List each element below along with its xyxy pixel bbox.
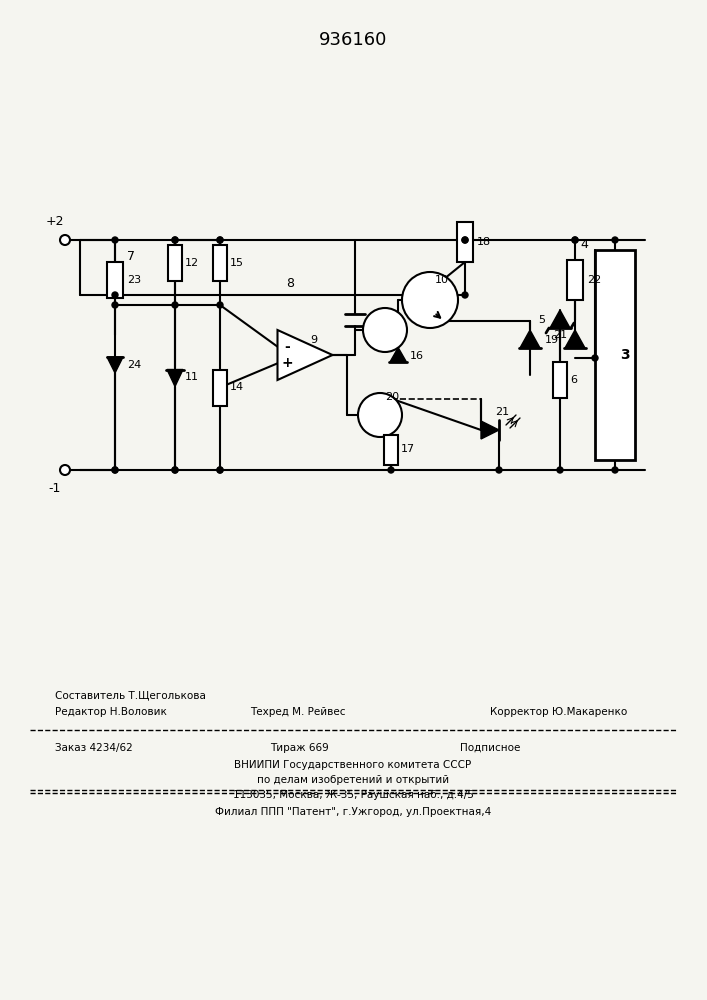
Circle shape — [172, 237, 178, 243]
Circle shape — [172, 467, 178, 473]
Polygon shape — [278, 330, 332, 380]
Polygon shape — [481, 421, 499, 439]
Text: по делам изобретений и открытий: по делам изобретений и открытий — [257, 775, 449, 785]
Text: Тираж 669: Тираж 669 — [270, 743, 329, 753]
Text: 20: 20 — [385, 392, 399, 402]
Circle shape — [217, 237, 223, 243]
Text: Корректор Ю.Макаренко: Корректор Ю.Макаренко — [490, 707, 627, 717]
Circle shape — [217, 237, 223, 243]
Text: 6: 6 — [570, 375, 577, 385]
Text: Филиал ППП "Патент", г.Ужгород, ул.Проектная,4: Филиал ППП "Патент", г.Ужгород, ул.Проек… — [215, 807, 491, 817]
Circle shape — [388, 467, 394, 473]
Bar — [553, 362, 567, 398]
Bar — [567, 260, 583, 300]
Circle shape — [612, 467, 618, 473]
Circle shape — [612, 237, 618, 243]
Text: 4: 4 — [580, 238, 588, 251]
Text: 19: 19 — [545, 335, 559, 345]
Bar — [168, 244, 182, 280]
Text: 15: 15 — [230, 257, 244, 267]
Text: 22: 22 — [587, 275, 601, 285]
Text: 21: 21 — [495, 407, 509, 417]
Circle shape — [60, 235, 70, 245]
Text: 5: 5 — [538, 315, 545, 325]
Text: 13: 13 — [367, 315, 381, 325]
Circle shape — [462, 237, 468, 243]
Circle shape — [112, 467, 118, 473]
Text: Подписное: Подписное — [460, 743, 520, 753]
Bar — [213, 369, 227, 406]
Circle shape — [112, 237, 118, 243]
Circle shape — [572, 237, 578, 243]
Circle shape — [496, 467, 502, 473]
Text: ВНИИПИ Государственного комитета СССР: ВНИИПИ Государственного комитета СССР — [235, 760, 472, 770]
Text: 3: 3 — [620, 348, 630, 362]
Text: Заказ 4234/62: Заказ 4234/62 — [55, 743, 133, 753]
Bar — [107, 262, 123, 298]
Text: Редактор Н.Воловик: Редактор Н.Воловик — [55, 707, 167, 717]
Circle shape — [112, 467, 118, 473]
Circle shape — [172, 237, 178, 243]
Text: Составитель Т.Щеголькова: Составитель Т.Щеголькова — [55, 690, 206, 700]
Text: 24: 24 — [127, 360, 141, 370]
Text: 113035, Москва, Ж-35, Раушская наб., д.4/5: 113035, Москва, Ж-35, Раушская наб., д.4… — [233, 790, 474, 800]
Text: -: - — [285, 340, 291, 354]
Text: +2: +2 — [46, 215, 64, 228]
Polygon shape — [520, 330, 540, 348]
Circle shape — [462, 292, 468, 298]
Text: 11: 11 — [185, 372, 199, 382]
Text: 18: 18 — [477, 237, 491, 247]
Circle shape — [572, 237, 578, 243]
Text: Техред М. Рейвес: Техред М. Рейвес — [250, 707, 346, 717]
Text: 17: 17 — [401, 444, 415, 454]
Bar — [595, 250, 635, 460]
Text: 16: 16 — [410, 351, 424, 361]
Text: 9: 9 — [310, 335, 317, 345]
Text: 8: 8 — [286, 277, 294, 290]
Polygon shape — [390, 348, 407, 362]
Circle shape — [217, 467, 223, 473]
Circle shape — [172, 467, 178, 473]
Circle shape — [172, 302, 178, 308]
Circle shape — [60, 465, 70, 475]
Circle shape — [402, 272, 458, 328]
Circle shape — [557, 467, 563, 473]
Text: 14: 14 — [230, 382, 244, 392]
Circle shape — [112, 302, 118, 308]
Text: 23: 23 — [127, 275, 141, 285]
Circle shape — [363, 308, 407, 352]
Circle shape — [462, 237, 468, 243]
Polygon shape — [565, 330, 585, 348]
Polygon shape — [167, 369, 183, 386]
Bar — [457, 222, 473, 262]
Text: 936160: 936160 — [319, 31, 387, 49]
Text: 10: 10 — [435, 275, 449, 285]
Text: 7: 7 — [127, 250, 135, 263]
Bar — [213, 244, 227, 280]
Text: 21: 21 — [553, 330, 567, 340]
Circle shape — [358, 393, 402, 437]
Text: +: + — [281, 356, 293, 370]
Circle shape — [112, 292, 118, 298]
Circle shape — [592, 355, 598, 361]
Bar — [384, 434, 398, 464]
Polygon shape — [550, 310, 570, 328]
Text: 12: 12 — [185, 257, 199, 267]
Polygon shape — [107, 357, 123, 373]
Circle shape — [217, 467, 223, 473]
Text: -1: -1 — [49, 482, 62, 495]
Circle shape — [217, 302, 223, 308]
